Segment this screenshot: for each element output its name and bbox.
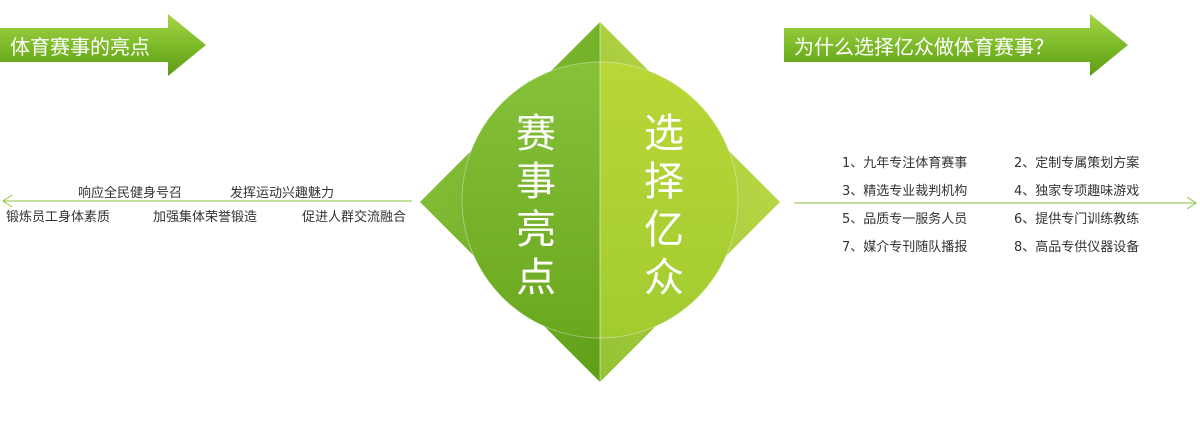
right-pointer-line xyxy=(794,196,1197,210)
banner-arrow-shape xyxy=(784,14,1128,76)
right-banner-label: 为什么选择亿众做体育赛事？ xyxy=(794,34,1054,59)
left-section-banner: 体育赛事的亮点 xyxy=(0,14,208,76)
highlight-item: 发挥运动兴趣魅力 xyxy=(230,186,335,201)
center-right-title: 选择亿众 xyxy=(644,111,684,301)
left-pointer-line xyxy=(2,194,412,208)
reason-item: 1、九年专注体育赛事 xyxy=(842,156,968,171)
reason-item: 4、独家专项趣味游戏 xyxy=(1014,184,1140,199)
left-banner-label: 体育赛事的亮点 xyxy=(10,34,150,59)
reason-item: 8、高品专供仪器设备 xyxy=(1014,240,1140,255)
reason-item: 5、品质专一服务人员 xyxy=(842,212,968,227)
highlight-item: 促进人群交流融合 xyxy=(302,210,407,225)
highlight-item: 锻炼员工身体素质 xyxy=(6,210,111,225)
center-left-title: 赛事亮点 xyxy=(516,111,556,301)
reason-item: 3、精选专业裁判机构 xyxy=(842,184,968,199)
right-section-banner: 为什么选择亿众做体育赛事？ xyxy=(784,14,1130,76)
reason-item: 2、定制专属策划方案 xyxy=(1014,156,1140,171)
highlight-item: 响应全民健身号召 xyxy=(78,186,183,201)
reason-item: 7、媒介专刊随队播报 xyxy=(842,240,968,255)
center-diagram: 赛事亮点 选择亿众 xyxy=(418,20,782,384)
reason-item: 6、提供专门训练教练 xyxy=(1014,212,1140,227)
diamond-circle-shape xyxy=(420,22,780,382)
highlight-item: 加强集体荣誉锻造 xyxy=(153,210,258,225)
banner-arrow-shape xyxy=(0,14,206,76)
